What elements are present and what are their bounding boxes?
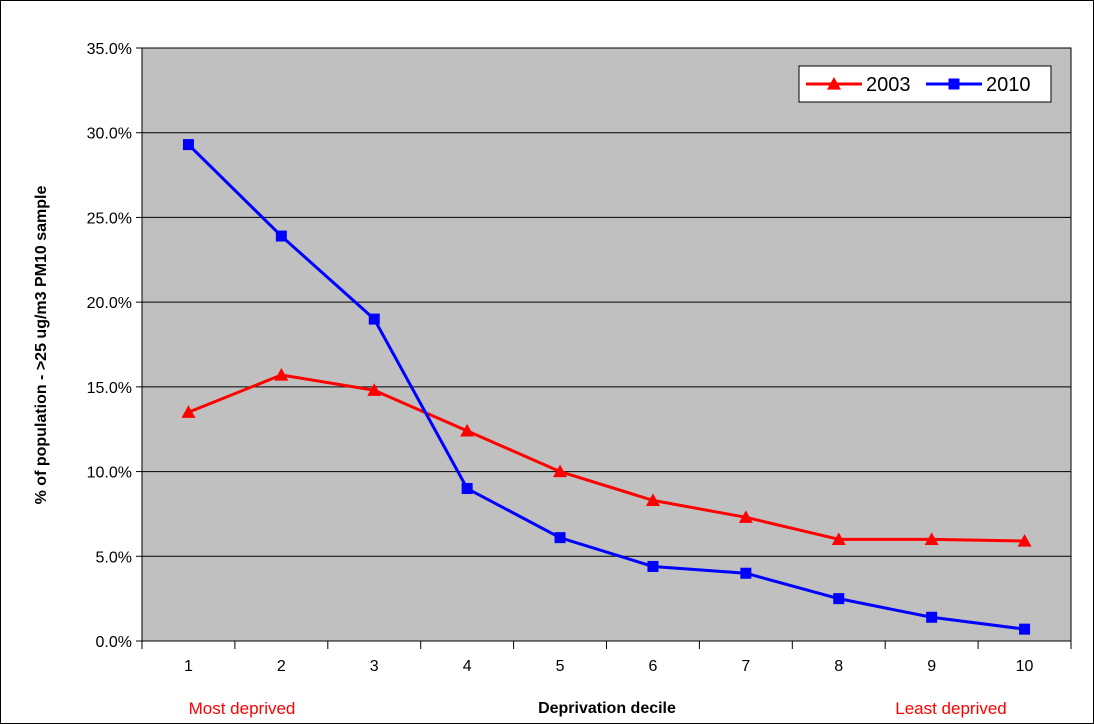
legend-item-2003: 2003 xyxy=(806,74,911,96)
data-point-2010 xyxy=(647,560,659,572)
data-point-2003 xyxy=(645,493,660,506)
x-tick-label: 5 xyxy=(556,658,565,675)
data-point-2010 xyxy=(926,611,938,623)
x-tick-label: 10 xyxy=(1016,658,1034,675)
x-tick-label: 7 xyxy=(741,658,750,675)
data-point-2010 xyxy=(368,313,380,325)
legend-item-2010: 2010 xyxy=(926,74,1031,96)
legend-marker xyxy=(948,78,960,90)
data-point-2010 xyxy=(182,139,194,151)
legend-label: 2003 xyxy=(866,74,911,96)
x-axis: 1 2 3 4 5 6 7 8 9 10 xyxy=(141,641,1072,675)
y-tick-label: 0.0% xyxy=(96,634,132,651)
data-point-2003 xyxy=(1017,534,1032,547)
legend-label: 2010 xyxy=(986,74,1031,96)
data-point-2010 xyxy=(833,593,845,605)
series-line-2003 xyxy=(187,373,1025,543)
y-tick-label: 10.0% xyxy=(87,465,132,482)
x-tick-label: 3 xyxy=(370,658,379,675)
data-point-2003 xyxy=(831,532,846,545)
data-point-2010 xyxy=(1019,623,1031,635)
legend: 2003 2010 xyxy=(798,65,1052,103)
series-line-2010 xyxy=(187,143,1025,631)
x-tick-label: 4 xyxy=(463,658,472,675)
data-point-2010 xyxy=(740,567,752,579)
x-tick-label: 9 xyxy=(927,658,936,675)
x-tick-label: 1 xyxy=(184,658,193,675)
y-tick-label: 5.0% xyxy=(96,549,132,566)
data-point-2003 xyxy=(367,383,382,396)
y-tick-label: 35.0% xyxy=(87,41,132,58)
data-point-2010 xyxy=(275,230,287,242)
series-layer xyxy=(181,139,1032,635)
grid-lines xyxy=(142,132,1071,557)
data-point-2003 xyxy=(924,532,939,545)
legend-box xyxy=(798,65,1052,103)
data-point-2003 xyxy=(181,405,196,418)
annotation-most-deprived: Most deprived xyxy=(189,699,296,718)
plot-area xyxy=(141,47,1072,642)
y-tick-label: 15.0% xyxy=(87,380,132,397)
data-point-2003 xyxy=(460,423,475,437)
x-tick-label: 2 xyxy=(277,658,286,675)
x-axis-title: Deprivation decile xyxy=(538,700,676,717)
data-point-2003 xyxy=(274,367,289,381)
legend-marker xyxy=(827,77,841,90)
data-point-2010 xyxy=(554,532,566,544)
series-2010 xyxy=(182,139,1031,635)
series-2003 xyxy=(181,367,1032,547)
y-tick-label: 20.0% xyxy=(87,295,132,312)
x-tick-label: 6 xyxy=(648,658,657,675)
data-point-2010 xyxy=(461,483,473,495)
y-axis-title: % of population - >25 ug/m3 PM10 sample xyxy=(33,186,50,505)
y-axis: 0.0% 5.0% 10.0% 15.0% 20.0% 25.0% 30.0% 35.0% xyxy=(87,41,142,651)
x-tick-label: 8 xyxy=(834,658,843,675)
annotation-least-deprived: Least deprived xyxy=(895,699,1007,718)
y-tick-label: 25.0% xyxy=(87,210,132,227)
data-point-2003 xyxy=(738,510,753,523)
y-tick-label: 30.0% xyxy=(87,126,132,143)
data-point-2003 xyxy=(553,464,568,478)
